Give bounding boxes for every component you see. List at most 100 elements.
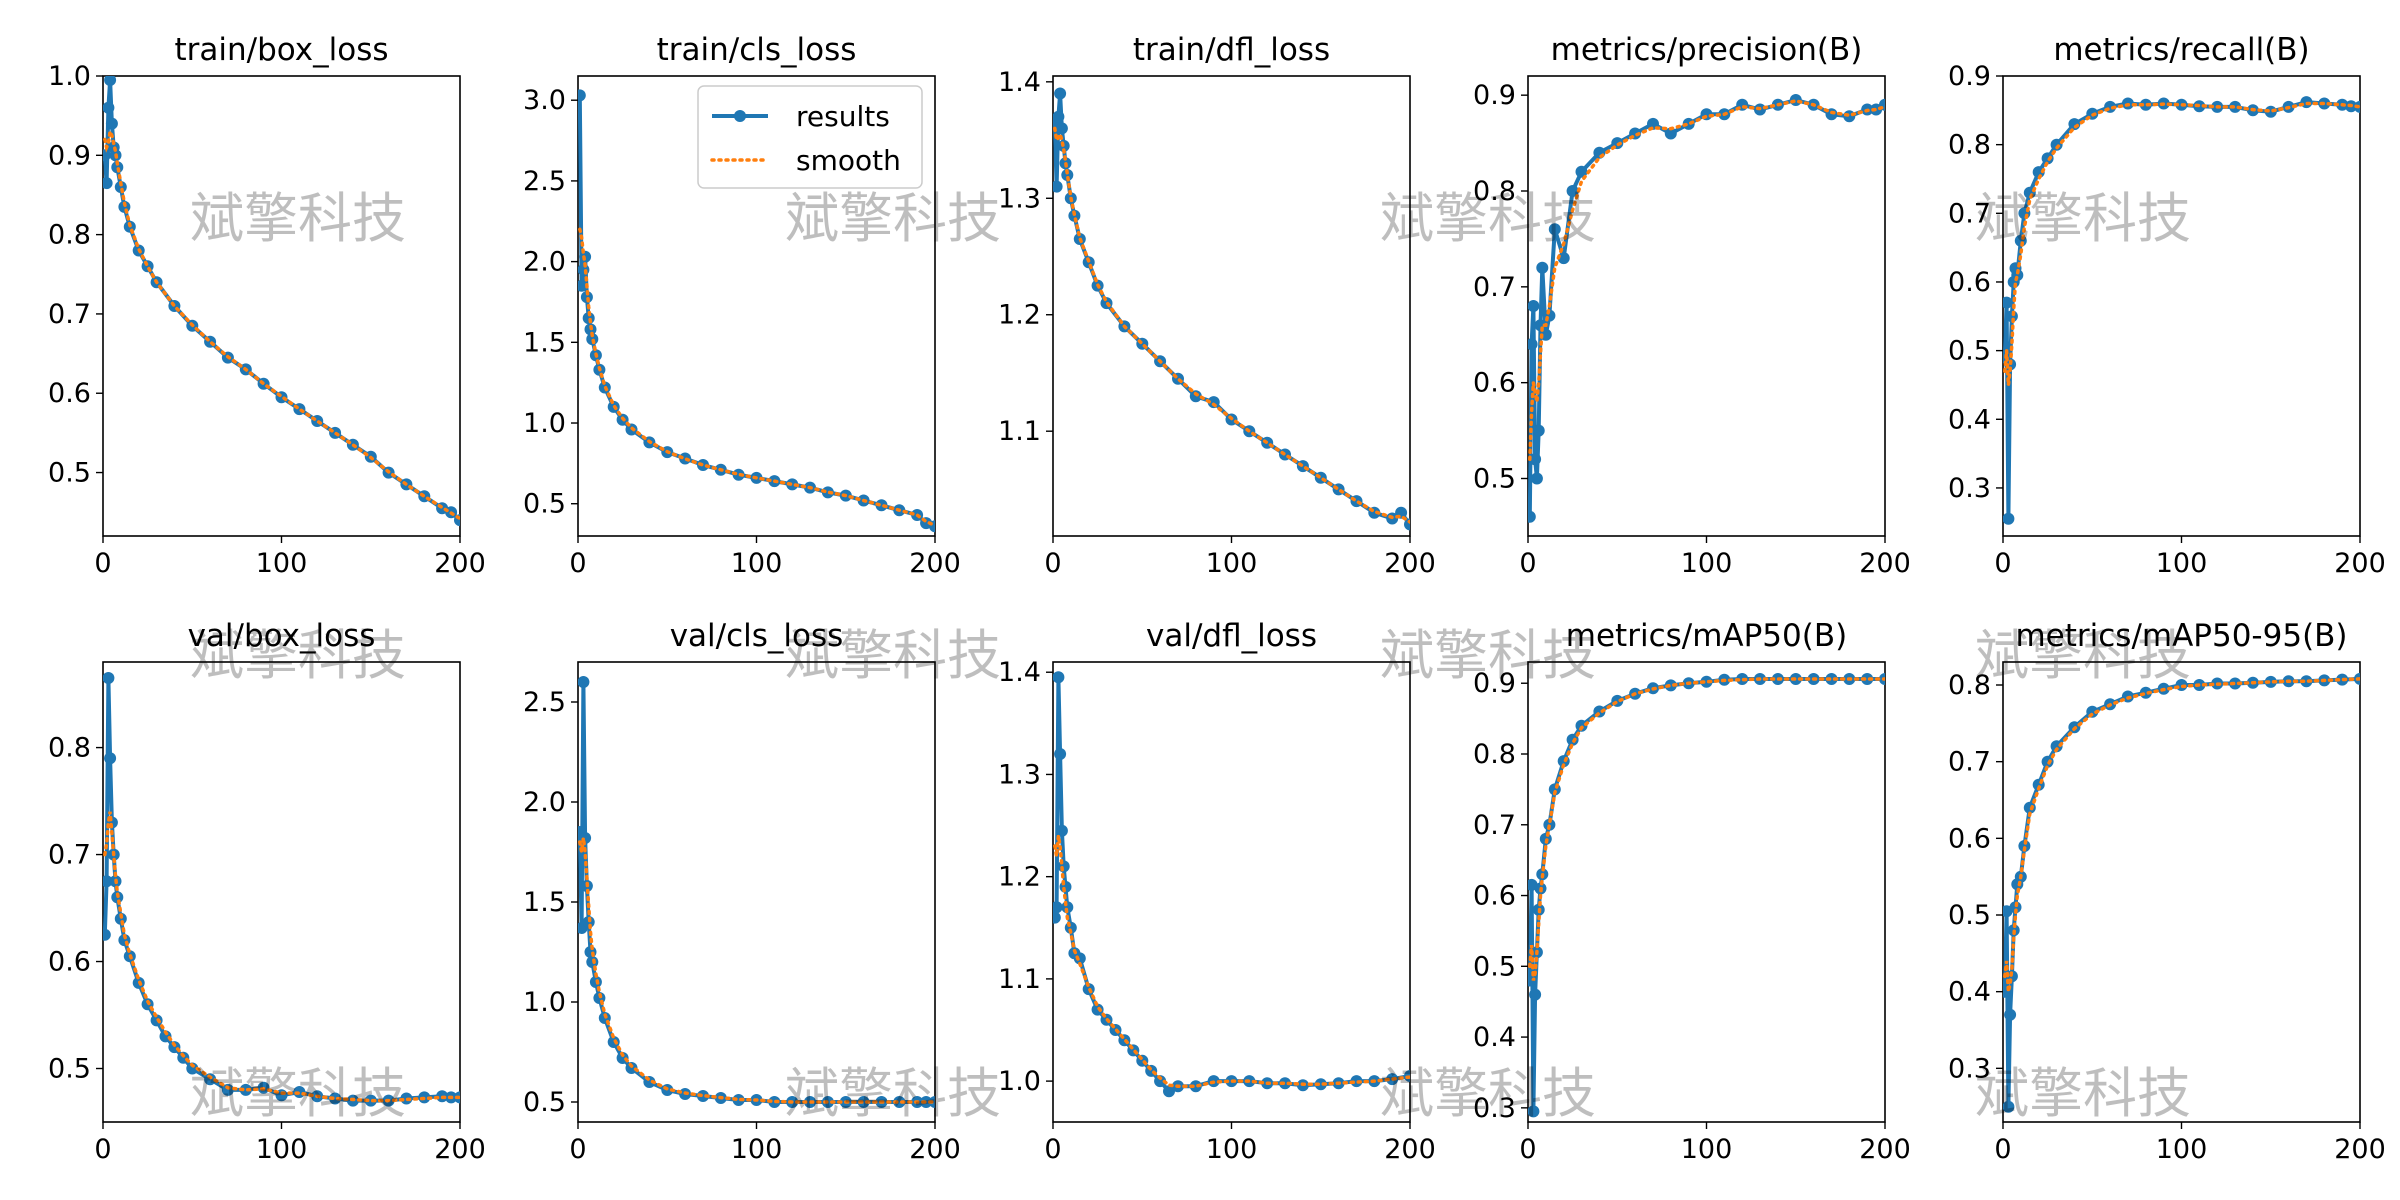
- x-tick-label: 0: [94, 1134, 111, 1165]
- y-tick-label: 0.5: [1473, 951, 1516, 982]
- results-point: [1053, 671, 1065, 684]
- y-tick-label: 0.5: [523, 489, 566, 520]
- plot-area: [2003, 96, 2360, 525]
- results-point: [2068, 118, 2081, 131]
- watermark-text: 斌擎科技: [1380, 1062, 1596, 1125]
- x-tick-label: 0: [1044, 1134, 1061, 1165]
- y-tick-label: 0.6: [48, 378, 91, 409]
- results-point: [2003, 512, 2015, 525]
- panel-title: val/dfl_loss: [1146, 618, 1317, 654]
- plot-area: [578, 89, 935, 533]
- results-point: [103, 672, 115, 684]
- y-tick-label: 0.4: [1948, 977, 1991, 1008]
- results-point: [103, 149, 111, 162]
- y-tick-label: 0.7: [48, 299, 91, 330]
- panel-title: metrics/mAP50(B): [1566, 618, 1847, 654]
- results-point: [2023, 801, 2036, 814]
- results-point: [1789, 94, 1802, 106]
- x-tick-label: 200: [1859, 1134, 1911, 1165]
- results-point: [221, 1083, 234, 1096]
- results-point: [1053, 911, 1061, 924]
- panel-val-cls-loss: val/cls_loss 0 100 200 0.5 1.0 1.5 2.0 2.5: [523, 618, 961, 1165]
- results-point: [857, 1096, 870, 1108]
- results-point: [1530, 472, 1543, 485]
- results-point: [1163, 1085, 1175, 1098]
- watermark-text: 斌擎科技: [1975, 624, 2191, 687]
- results-point: [1664, 679, 1677, 692]
- panel-metrics-map50-95-b: metrics/mAP50-95(B) 0 100 200 0.3 0.4 0.5 0.6 0.…: [1948, 618, 2386, 1165]
- y-tick-label: 0.5: [48, 458, 91, 489]
- y-tick-label: 0.5: [1473, 464, 1516, 495]
- results-point: [204, 1073, 217, 1086]
- y-tick-label: 0.7: [1948, 198, 1991, 229]
- y-tick-label: 0.5: [1948, 900, 1991, 931]
- watermark-text: 斌擎科技: [785, 187, 1001, 250]
- results-point: [578, 279, 588, 292]
- y-tick-label: 0.7: [48, 840, 91, 871]
- y-tick-label: 0.9: [48, 140, 91, 171]
- results-point: [875, 499, 888, 512]
- results-point: [1189, 390, 1202, 403]
- y-tick-label: 0.6: [1948, 823, 1991, 854]
- y-tick-label: 1.0: [523, 987, 566, 1018]
- y-tick-label: 0.4: [1473, 1022, 1516, 1053]
- y-tick-label: 0.9: [1948, 61, 1991, 92]
- y-tick-label: 0.6: [1948, 267, 1991, 298]
- y-tick-label: 1.4: [998, 67, 1041, 98]
- y-tick-label: 1.3: [998, 183, 1041, 214]
- results-point: [1528, 1105, 1540, 1118]
- x-tick-label: 200: [434, 548, 486, 579]
- y-tick-label: 1.4: [998, 657, 1041, 688]
- results-point: [186, 1062, 199, 1075]
- x-tick-label: 100: [731, 548, 783, 579]
- x-tick-label: 0: [1044, 548, 1061, 579]
- panel-train-cls-loss: train/cls_loss 0 100 200 0.5 1.0 1.5 2.0 2.5 3.0: [523, 32, 961, 579]
- results-point: [1529, 453, 1542, 466]
- y-tick-label: 0.7: [1948, 747, 1991, 778]
- results-point: [2264, 675, 2277, 688]
- results-point: [1061, 169, 1074, 181]
- results-point: [1528, 300, 1540, 312]
- results-point: [732, 1094, 745, 1106]
- watermark-text: 斌擎科技: [190, 1062, 406, 1125]
- results-point: [607, 1036, 620, 1048]
- watermark-text: 斌擎科技: [1380, 187, 1596, 250]
- panel-val-dfl-loss: val/dfl_loss 0 100 200 1.0 1.1 1.2 1.3 1.4: [998, 618, 1436, 1165]
- y-tick-label: 1.2: [998, 300, 1041, 331]
- y-tick-label: 0.3: [1948, 473, 1991, 504]
- results-point: [2004, 1008, 2017, 1021]
- y-tick-label: 0.4: [1948, 404, 1991, 435]
- x-tick-label: 100: [1681, 1134, 1733, 1165]
- x-tick-label: 200: [1859, 548, 1911, 579]
- results-point: [1593, 146, 1606, 159]
- results-point: [103, 928, 111, 941]
- results-point: [1528, 510, 1536, 523]
- y-tick-label: 1.3: [998, 759, 1041, 790]
- x-tick-label: 200: [2334, 1134, 2386, 1165]
- y-tick-label: 2.0: [523, 247, 566, 278]
- results-point: [586, 956, 599, 968]
- results-point: [1557, 252, 1570, 265]
- results-point: [105, 117, 118, 130]
- y-tick-label: 1.0: [998, 1066, 1041, 1097]
- x-tick-label: 200: [1384, 548, 1436, 579]
- smooth-series-line: [578, 837, 935, 1104]
- results-point: [697, 1090, 709, 1102]
- x-tick-label: 200: [434, 1134, 486, 1165]
- y-tick-label: 0.6: [1473, 881, 1516, 912]
- panel-train-dfl-loss: train/dfl_loss 0 100 200 1.1 1.2 1.3 1.4: [998, 32, 1436, 579]
- y-tick-label: 1.1: [998, 416, 1041, 447]
- results-point: [1566, 733, 1579, 746]
- smooth-series-line: [1528, 677, 1885, 981]
- y-tick-label: 2.5: [523, 166, 566, 197]
- results-point: [625, 1062, 638, 1074]
- y-tick-label: 0.5: [48, 1054, 91, 1085]
- results-point: [103, 177, 113, 190]
- results-point: [1861, 673, 1874, 685]
- results-point: [893, 1096, 906, 1108]
- watermark-text: 斌擎科技: [785, 1062, 1001, 1125]
- plot-area: [103, 672, 460, 1107]
- results-point: [239, 1083, 252, 1096]
